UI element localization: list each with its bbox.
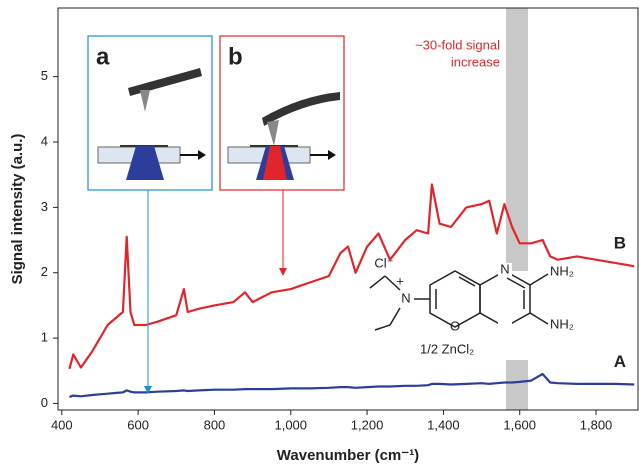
y-tick-label: 1 bbox=[41, 330, 48, 345]
atom: NH₂ bbox=[550, 263, 574, 278]
pointer-head bbox=[279, 268, 287, 276]
label-bg bbox=[498, 320, 512, 334]
arrow-head bbox=[198, 150, 206, 160]
label-bg bbox=[498, 263, 512, 277]
series-label: B bbox=[614, 234, 626, 253]
cantilever bbox=[262, 92, 340, 126]
atom: NH₂ bbox=[550, 316, 574, 331]
atom: N bbox=[500, 261, 509, 276]
pointer-head bbox=[144, 386, 152, 394]
series-label: A bbox=[614, 352, 626, 371]
tip bbox=[267, 120, 279, 146]
x-tick-label: 800 bbox=[204, 417, 226, 432]
y-tick-label: 5 bbox=[41, 68, 48, 83]
y-axis-title: Signal intensity (a.u.) bbox=[9, 134, 26, 285]
y-tick-label: 4 bbox=[41, 133, 48, 148]
laser bbox=[126, 146, 164, 180]
x-tick-label: 1,200 bbox=[351, 417, 384, 432]
y-tick-label: 0 bbox=[41, 395, 48, 410]
enhanced-field bbox=[263, 146, 287, 180]
atom: O bbox=[450, 318, 460, 333]
atom: + bbox=[396, 273, 404, 288]
highlight-band bbox=[506, 8, 528, 271]
x-axis-title: Wavenumber (cm⁻¹) bbox=[277, 447, 419, 464]
molecule bbox=[369, 270, 549, 331]
highlight-band bbox=[506, 360, 528, 410]
x-tick-label: 600 bbox=[127, 417, 149, 432]
plot bbox=[68, 183, 635, 398]
annotation: ~30-fold signal bbox=[415, 37, 500, 52]
cantilever bbox=[128, 68, 202, 96]
x-tick-label: 1,400 bbox=[427, 417, 460, 432]
series-line bbox=[68, 183, 635, 370]
atom: 1/2 ZnCl₂ bbox=[420, 341, 474, 356]
plot-frame bbox=[57, 7, 639, 411]
inset-label: b bbox=[228, 43, 243, 70]
x-tick-label: 1,600 bbox=[503, 417, 536, 432]
atom: N bbox=[401, 290, 410, 305]
atom: Cl⁻ bbox=[374, 255, 393, 270]
y-tick-label: 2 bbox=[41, 264, 48, 279]
x-tick-label: 1,000 bbox=[274, 417, 307, 432]
arrow-head bbox=[328, 150, 336, 160]
annotation: increase bbox=[451, 54, 500, 69]
x-tick-label: 1,800 bbox=[580, 417, 613, 432]
x-tick-label: 400 bbox=[51, 417, 73, 432]
tip bbox=[140, 90, 150, 112]
y-tick-label: 3 bbox=[41, 199, 48, 214]
inset-label: a bbox=[96, 43, 110, 70]
series-line bbox=[69, 372, 635, 398]
